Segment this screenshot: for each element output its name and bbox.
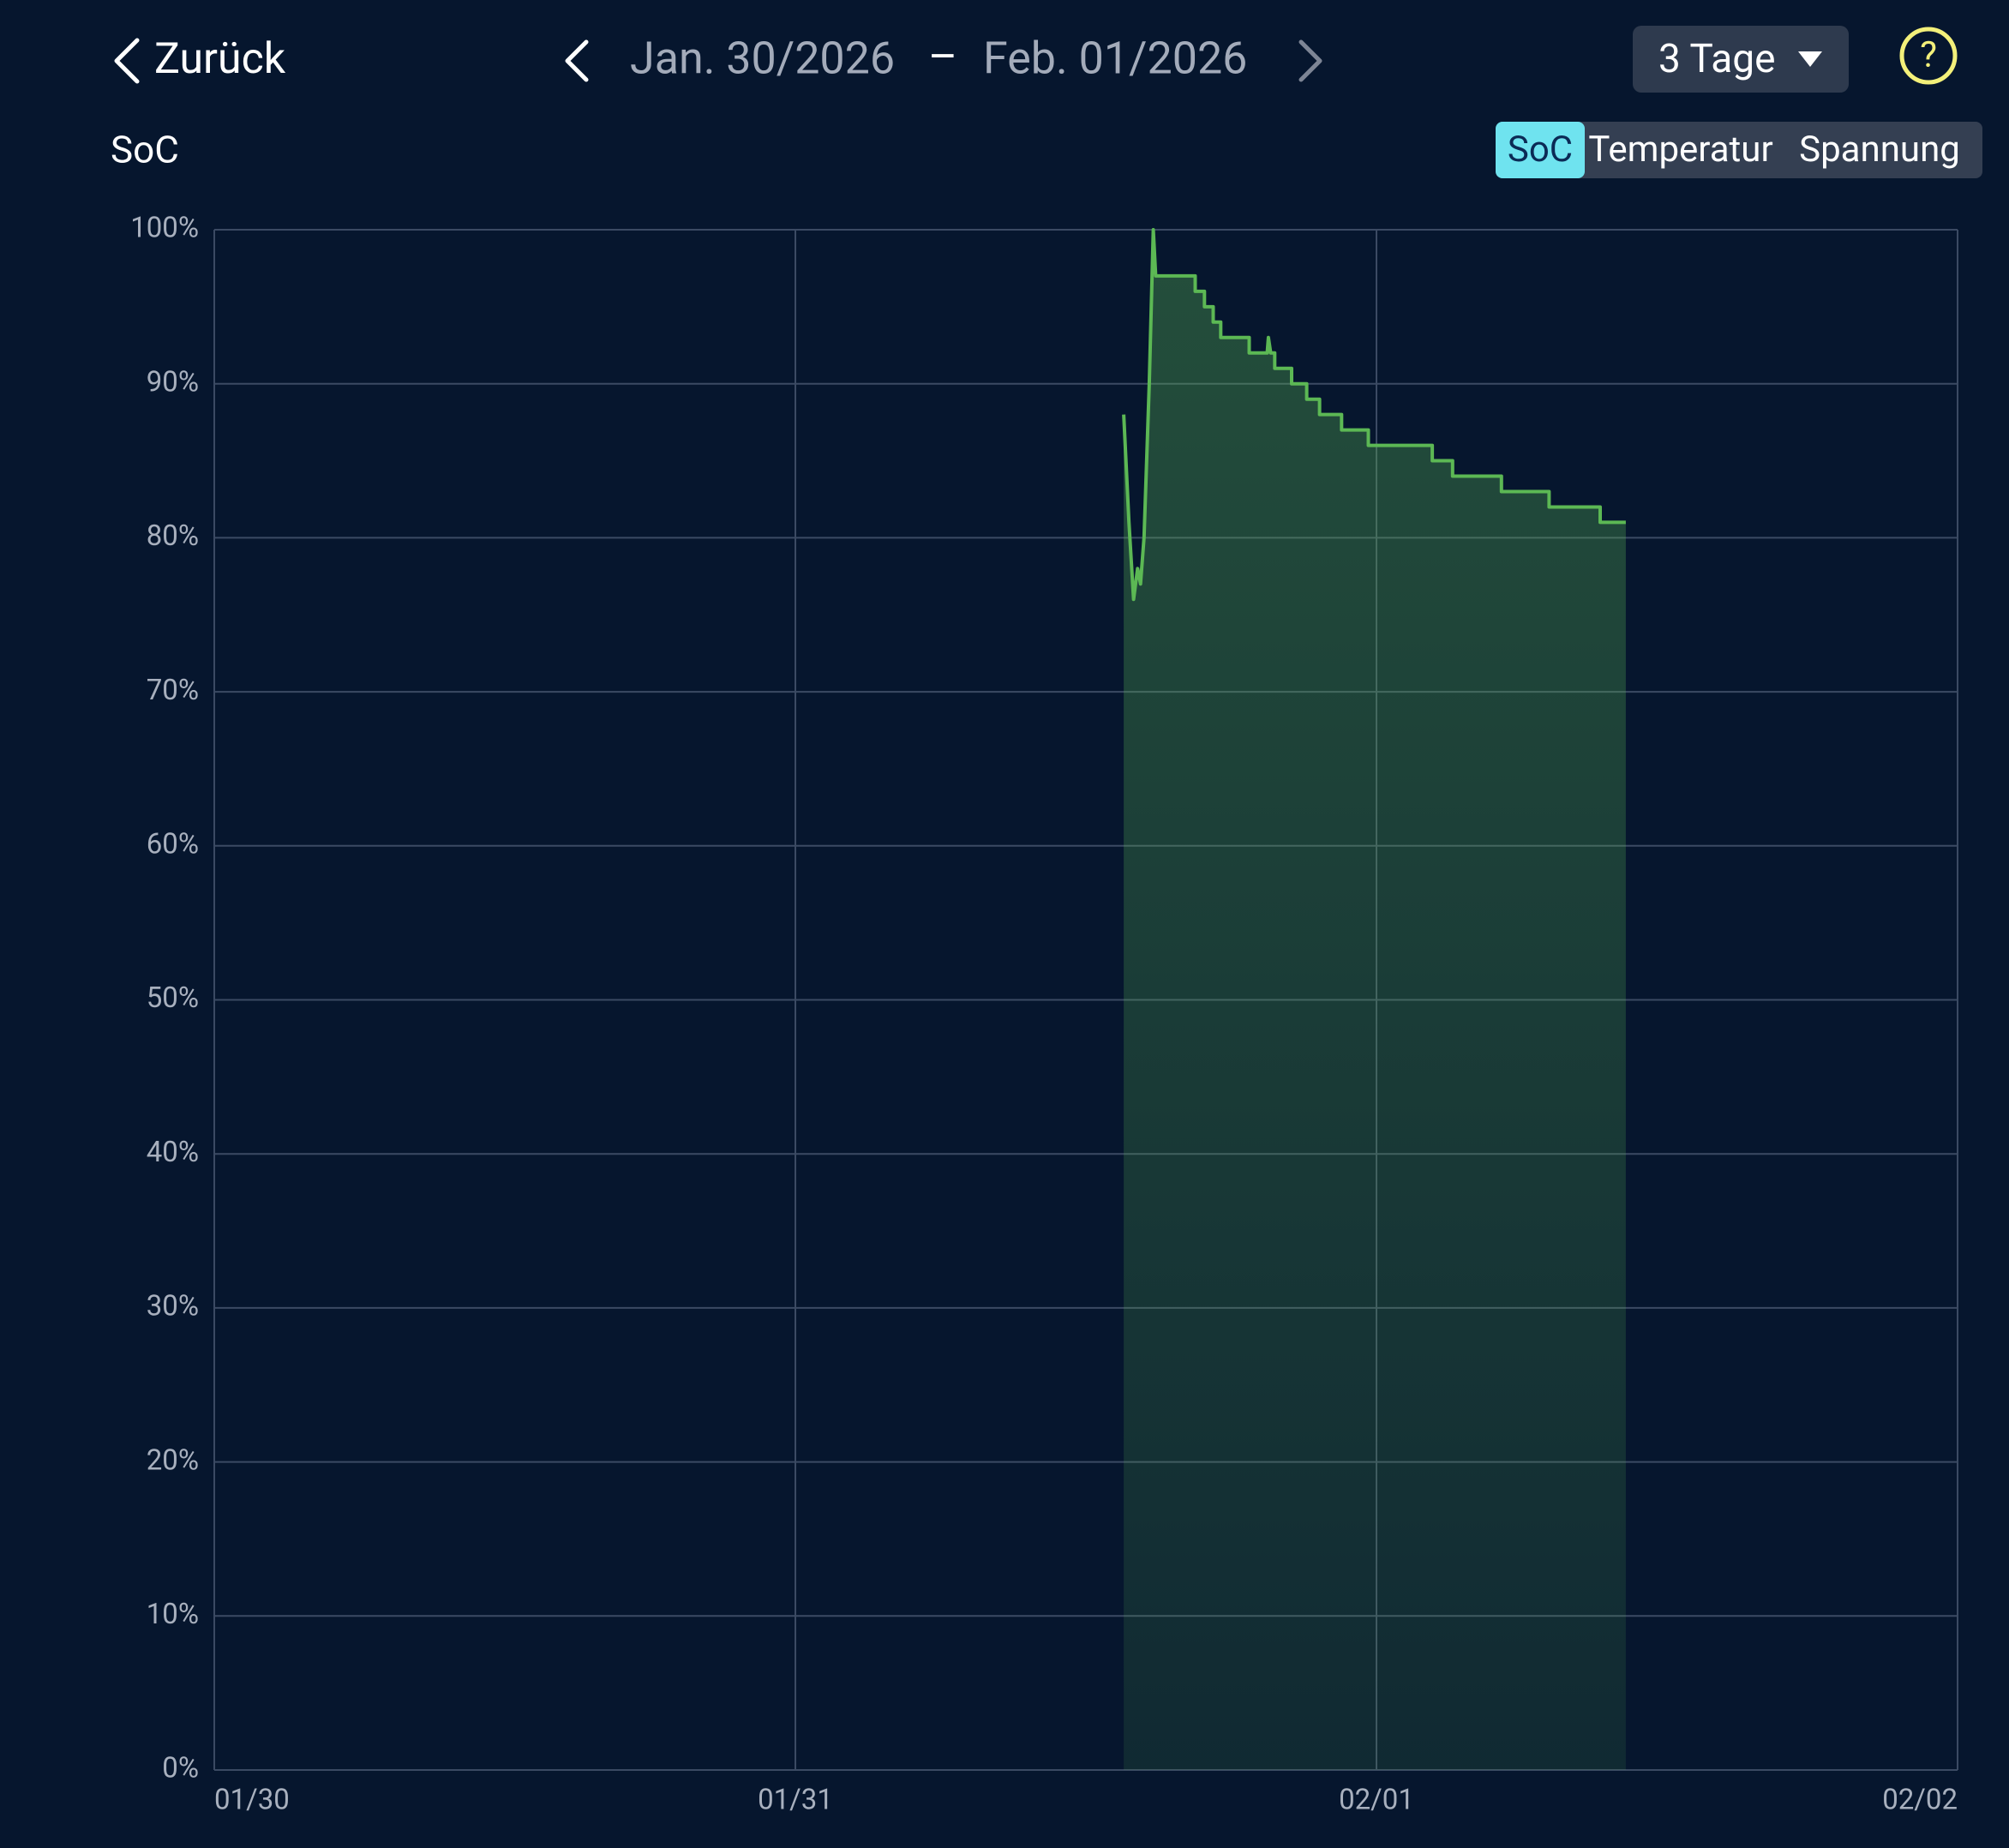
tab-selected-bg: [1496, 122, 1585, 178]
dropdown-caret: [1798, 51, 1822, 67]
tab[interactable]: SoC: [1496, 122, 1585, 178]
tab[interactable]: Spannung: [1799, 129, 1960, 171]
y-tick-label: 100%: [130, 212, 199, 245]
x-tick-label: 02/01: [1339, 1784, 1414, 1817]
y-tick-label: 90%: [147, 365, 199, 399]
y-tick-label: 30%: [147, 1290, 199, 1323]
y-tick-label: 40%: [147, 1136, 199, 1169]
tab-label: Temperatur: [1588, 129, 1772, 171]
tab-group: SoC Temperatur Spannung: [1496, 122, 1982, 178]
date-separator: –: [928, 31, 957, 83]
tab[interactable]: Temperatur: [1588, 129, 1772, 171]
x-tick-label: 01/30: [214, 1784, 290, 1817]
range-label: 3 Tage: [1658, 36, 1776, 82]
tab-label: Spannung: [1799, 129, 1960, 171]
date-from: Jan. 30/2026: [630, 33, 895, 85]
back-chevron: [114, 38, 140, 84]
y-tick-label: 70%: [147, 674, 199, 707]
help-button[interactable]: ?: [1899, 27, 1958, 85]
help-circle: [1899, 27, 1958, 85]
prev-date[interactable]: [565, 39, 589, 82]
back-button[interactable]: Zurück: [114, 34, 286, 84]
dropdown-bg: [1633, 26, 1849, 93]
tab-label: SoC: [1508, 129, 1573, 171]
area: [1124, 230, 1626, 1770]
x-tick-label: 01/31: [758, 1784, 833, 1817]
back-label: Zurück: [154, 34, 286, 84]
y-tick-label: 20%: [147, 1443, 199, 1477]
plot: 0% 10% 20% 30% 40% 50% 60% 70% 80% 90% 100% 01/30 01…: [130, 212, 1958, 1817]
line: [1122, 228, 1626, 602]
y-tick-label: 60%: [147, 828, 199, 861]
x-tick-label: 02/02: [1882, 1784, 1958, 1817]
date-to: Feb. 01/2026: [983, 33, 1247, 85]
y-tick-label: 10%: [147, 1598, 199, 1631]
y-tick-label: 50%: [147, 981, 199, 1015]
help-icon: ?: [1920, 34, 1937, 76]
range-dropdown[interactable]: 3 Tage: [1633, 26, 1849, 93]
y-tick-label: 80%: [147, 519, 199, 553]
y-tick-label: 0%: [162, 1752, 199, 1785]
next-date[interactable]: [1298, 39, 1322, 82]
tab-bg: [1496, 122, 1982, 178]
chart-title: SoC: [111, 128, 179, 172]
